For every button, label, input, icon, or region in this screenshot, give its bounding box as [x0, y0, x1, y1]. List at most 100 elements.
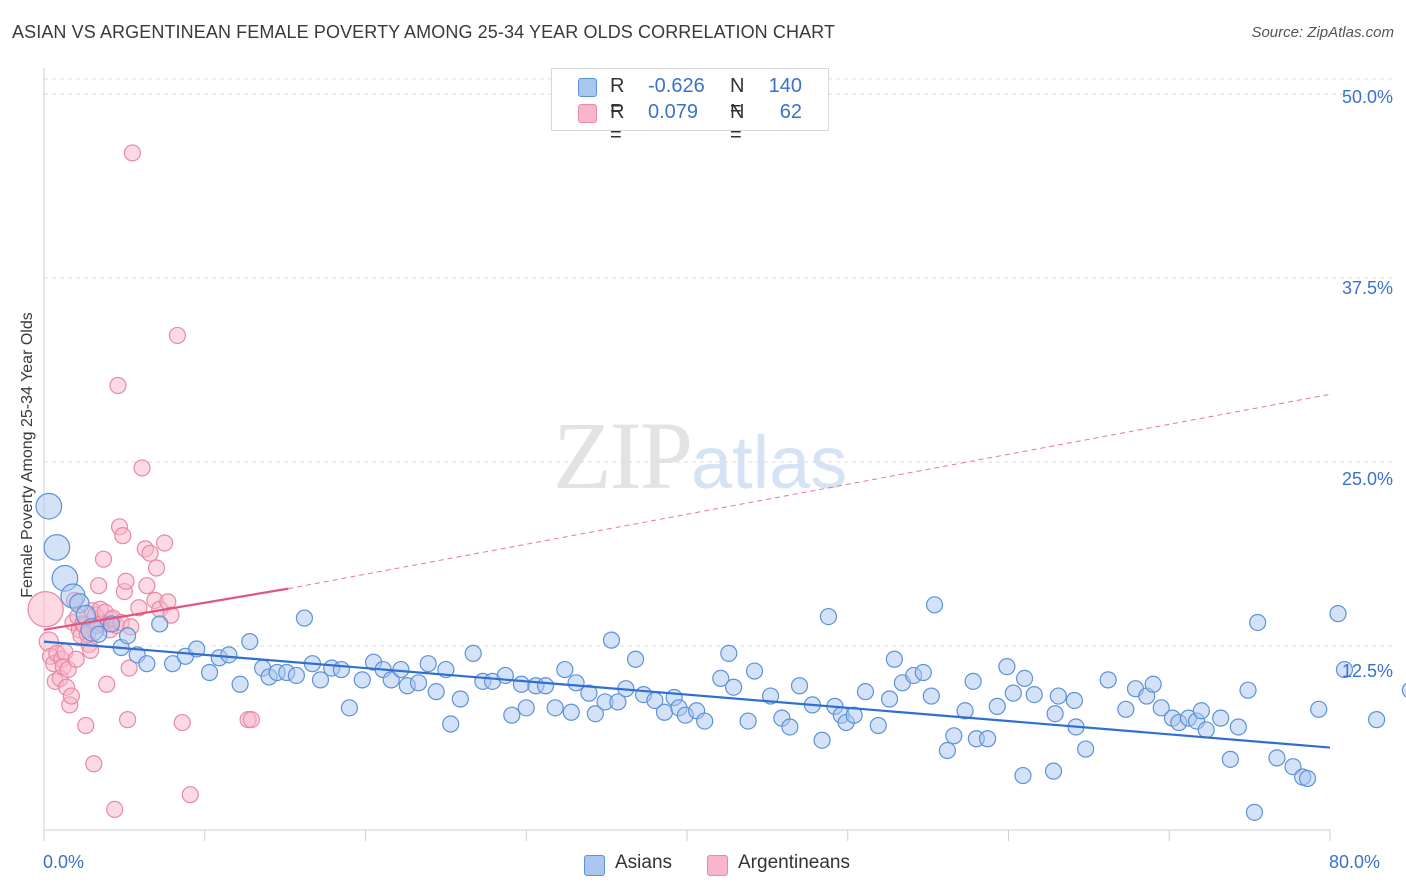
y-tick-label-25: 25.0% [1341, 469, 1393, 489]
asian-point [138, 655, 156, 673]
asian-point [1329, 605, 1347, 623]
asian-point [311, 671, 330, 689]
asian-point [1099, 671, 1117, 689]
argentinean-point [85, 755, 103, 773]
asian-point [1144, 675, 1162, 693]
argentinean-point [106, 800, 124, 818]
asian-point [241, 633, 259, 651]
argentinean-point [123, 144, 142, 162]
watermark-zip: ZIP [553, 402, 693, 509]
asian-point [1197, 721, 1215, 739]
argentinean-point [90, 577, 108, 595]
asian-point [90, 625, 108, 643]
asian-point [200, 663, 219, 682]
asian-point [1014, 766, 1032, 785]
asian-point [712, 669, 730, 688]
asian-point [1077, 740, 1095, 758]
argentinean-point [130, 599, 148, 617]
asian-point [1117, 700, 1135, 718]
argentinean-point [133, 459, 151, 477]
argentinean-point [155, 534, 174, 552]
asian-point [945, 727, 963, 745]
asian-point [287, 666, 305, 685]
asian-point [790, 677, 809, 695]
asian-point [1004, 684, 1022, 702]
legend-swatch-asians [578, 78, 597, 97]
asian-point [332, 660, 350, 679]
asian-point [1212, 709, 1230, 727]
legend-n-label: N = [730, 101, 745, 146]
asian-point [517, 699, 535, 717]
asian-point [442, 715, 460, 733]
legend-r-value: -0.626 [648, 75, 705, 97]
argentinean-point [117, 572, 135, 590]
asian-point [925, 596, 944, 614]
asian-point [35, 492, 63, 520]
asian-point [1229, 718, 1247, 736]
asian-point [1401, 682, 1406, 698]
asian-point [419, 655, 437, 673]
argentinean-point [173, 713, 191, 732]
asian-point [1152, 699, 1170, 717]
asian-point [586, 705, 604, 723]
asian-point [602, 631, 621, 649]
axes [43, 68, 1331, 841]
asian-point [696, 712, 714, 730]
asian-point [626, 650, 645, 668]
asian-point [998, 658, 1016, 676]
argentinean-point [147, 559, 166, 577]
y-tick-label-12-5: 12.5% [1341, 661, 1393, 681]
argentinean-point [114, 527, 132, 545]
asian-point [1368, 711, 1386, 729]
asian-point [427, 683, 445, 701]
legend-n-label: N = [730, 75, 745, 120]
gridlines [44, 78, 1392, 647]
asian-point [979, 730, 997, 748]
y-tick-label-50: 50.0% [1341, 87, 1393, 107]
asian-point [512, 675, 531, 693]
asian-point [1245, 803, 1264, 821]
argentinean-point [77, 716, 95, 735]
argentinean-point [242, 711, 260, 729]
asian-point [295, 609, 314, 627]
asian-point [1335, 660, 1354, 679]
asians-points [35, 492, 1406, 821]
y-tick-label-37-5: 37.5% [1341, 278, 1393, 298]
asian-point [988, 697, 1006, 715]
bottom-legend-label-argentineans: Argentineans [738, 852, 850, 873]
x-tick-label-min: 0.0% [43, 852, 85, 872]
asian-point [725, 678, 743, 696]
asian-point [956, 702, 974, 720]
asian-point [869, 716, 887, 735]
legend-r-value: 0.079 [648, 101, 699, 123]
asian-point [938, 741, 957, 760]
asian-point [151, 615, 169, 633]
argentinean-point [118, 711, 137, 729]
asian-point [885, 650, 903, 668]
argentinean-point [62, 687, 80, 705]
asian-point [118, 627, 137, 645]
source-credit: Source: ZipAtlas.com [1251, 24, 1394, 41]
asian-point [856, 683, 875, 701]
asian-point [164, 655, 182, 673]
argentinean-point [98, 675, 116, 693]
x-tick-label-max: 80.0% [1329, 852, 1381, 872]
asian-point [1298, 769, 1317, 788]
legend-r-label: R = [610, 75, 625, 120]
legend-box: R = -0.626 N = 140 R = 0.079 N = 62 [551, 68, 829, 146]
trend-lines [43, 393, 1331, 749]
bottom-legend-swatch-argentineans [707, 855, 728, 876]
asian-point [1239, 681, 1257, 699]
asian-point [609, 693, 627, 711]
asian-point [1025, 685, 1043, 704]
asian-point [739, 712, 757, 730]
asian-point [745, 662, 764, 680]
asian-point [1249, 613, 1267, 632]
asian-point [1049, 687, 1067, 705]
asian-point [409, 674, 428, 692]
asian-point [1221, 750, 1239, 768]
asian-point [1046, 705, 1064, 723]
asian-point [1192, 702, 1211, 720]
asian-point [567, 674, 585, 692]
